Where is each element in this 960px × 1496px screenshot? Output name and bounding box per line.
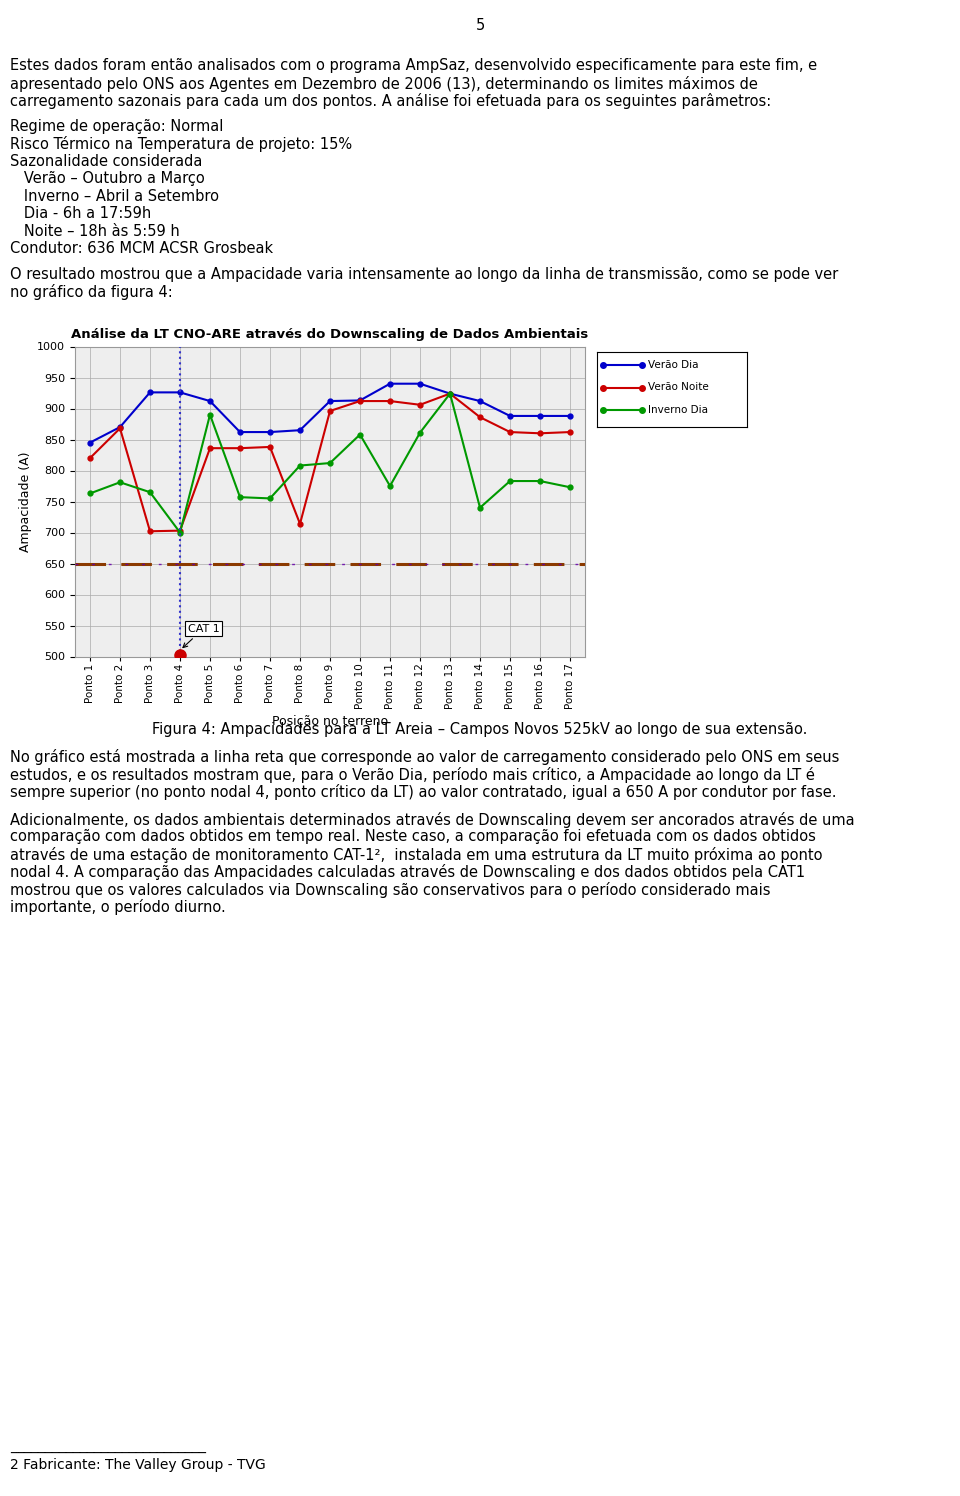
Verão Noite	[384, 392, 396, 410]
Verão Dia	[114, 417, 126, 435]
Text: ____________________________: ____________________________	[10, 1441, 206, 1454]
Text: comparação com dados obtidos em tempo real. Neste caso, a comparação foi efetuad: comparação com dados obtidos em tempo re…	[10, 829, 816, 844]
Text: Risco Térmico na Temperatura de projeto: 15%: Risco Térmico na Temperatura de projeto:…	[10, 136, 352, 153]
Text: Noite – 18h às 5:59 h: Noite – 18h às 5:59 h	[10, 223, 180, 238]
Inverno Dia	[264, 489, 276, 507]
Line: Verão Dia: Verão Dia	[87, 381, 572, 444]
Inverno Dia	[175, 524, 186, 542]
Verão Dia	[324, 392, 336, 410]
Text: Verão Noite: Verão Noite	[648, 383, 708, 392]
Text: Regime de operação: Normal: Regime de operação: Normal	[10, 118, 224, 133]
Inverno Dia	[474, 498, 486, 516]
Verão Noite	[114, 419, 126, 437]
Inverno Dia	[204, 405, 216, 423]
Text: apresentado pelo ONS aos Agentes em Dezembro de 2006 (13), determinando os limit: apresentado pelo ONS aos Agentes em Deze…	[10, 75, 757, 91]
Line: Verão Noite: Verão Noite	[87, 390, 572, 534]
Text: Figura 4: Ampacidades para a LT Areia – Campos Novos 525kV ao longo de sua exten: Figura 4: Ampacidades para a LT Areia – …	[153, 721, 807, 736]
Inverno Dia	[564, 479, 576, 497]
Verão Dia	[415, 374, 426, 392]
Text: Inverno Dia: Inverno Dia	[648, 405, 708, 414]
Verão Noite	[444, 384, 456, 402]
Verão Noite	[234, 440, 246, 458]
Verão Noite	[175, 522, 186, 540]
Verão Dia	[144, 383, 156, 401]
Text: carregamento sazonais para cada um dos pontos. A análise foi efetuada para os se: carregamento sazonais para cada um dos p…	[10, 93, 771, 109]
Inverno Dia	[294, 456, 305, 474]
Verão Dia	[384, 374, 396, 392]
Text: estudos, e os resultados mostram que, para o Verão Dia, período mais crítico, a : estudos, e os resultados mostram que, pa…	[10, 766, 815, 782]
Text: 5: 5	[475, 18, 485, 33]
Text: 2 Fabricante: The Valley Group - TVG: 2 Fabricante: The Valley Group - TVG	[10, 1457, 266, 1472]
Verão Dia	[534, 407, 545, 425]
Verão Dia	[444, 384, 456, 402]
Text: mostrou que os valores calculados via Downscaling são conservativos para o perío: mostrou que os valores calculados via Do…	[10, 881, 771, 898]
Text: no gráfico da figura 4:: no gráfico da figura 4:	[10, 284, 173, 301]
Verão Noite	[84, 449, 96, 467]
Verão Noite	[144, 522, 156, 540]
Text: CAT 1: CAT 1	[183, 624, 219, 648]
Text: Verão – Outubro a Março: Verão – Outubro a Março	[10, 171, 204, 186]
Verão Dia	[234, 423, 246, 441]
X-axis label: Posição no terreno: Posição no terreno	[272, 715, 388, 729]
Text: nodal 4. A comparação das Ampacidades calculadas através de Downscaling e dos da: nodal 4. A comparação das Ampacidades ca…	[10, 865, 805, 880]
Inverno Dia	[384, 477, 396, 495]
Y-axis label: Ampacidade (A): Ampacidade (A)	[19, 452, 32, 552]
Verão Noite	[264, 438, 276, 456]
Inverno Dia	[504, 473, 516, 491]
Text: importante, o período diurno.: importante, o período diurno.	[10, 899, 226, 916]
Text: Adicionalmente, os dados ambientais determinados através de Downscaling devem se: Adicionalmente, os dados ambientais dete…	[10, 811, 854, 827]
Verão Dia	[175, 383, 186, 401]
Inverno Dia	[114, 473, 126, 491]
Verão Noite	[534, 425, 545, 443]
Text: através de uma estação de monitoramento CAT-1²,  instalada em uma estrutura da L: através de uma estação de monitoramento …	[10, 847, 823, 863]
Text: Verão Dia: Verão Dia	[648, 361, 699, 370]
Inverno Dia	[144, 483, 156, 501]
Verão Noite	[294, 515, 305, 533]
Text: No gráfico está mostrada a linha reta que corresponde ao valor de carregamento c: No gráfico está mostrada a linha reta qu…	[10, 749, 839, 764]
Text: Dia - 6h a 17:59h: Dia - 6h a 17:59h	[10, 206, 152, 221]
Inverno Dia	[234, 488, 246, 506]
Verão Dia	[354, 392, 366, 410]
Verão Noite	[474, 408, 486, 426]
Verão Dia	[474, 392, 486, 410]
Verão Dia	[84, 434, 96, 452]
Inverno Dia	[354, 425, 366, 443]
Verão Noite	[354, 392, 366, 410]
Title: Análise da LT CNO-ARE através do Downscaling de Dados Ambientais: Análise da LT CNO-ARE através do Downsca…	[71, 328, 588, 341]
Verão Noite	[415, 396, 426, 414]
Inverno Dia	[84, 485, 96, 503]
Inverno Dia	[534, 473, 545, 491]
Inverno Dia	[444, 384, 456, 402]
Inverno Dia	[324, 455, 336, 473]
Verão Noite	[204, 440, 216, 458]
Text: Condutor: 636 MCM ACSR Grosbeak: Condutor: 636 MCM ACSR Grosbeak	[10, 241, 274, 256]
Verão Dia	[264, 423, 276, 441]
Verão Noite	[504, 423, 516, 441]
Verão Dia	[564, 407, 576, 425]
Verão Dia	[204, 392, 216, 410]
Text: Estes dados foram então analisados com o programa AmpSaz, desenvolvido especific: Estes dados foram então analisados com o…	[10, 58, 817, 73]
Text: Sazonalidade considerada: Sazonalidade considerada	[10, 154, 203, 169]
Verão Noite	[564, 423, 576, 441]
Inverno Dia	[415, 423, 426, 441]
Verão Noite	[324, 402, 336, 420]
Text: sempre superior (no ponto nodal 4, ponto crítico da LT) ao valor contratado, igu: sempre superior (no ponto nodal 4, ponto…	[10, 784, 836, 800]
Line: Inverno Dia: Inverno Dia	[87, 390, 572, 536]
Text: O resultado mostrou que a Ampacidade varia intensamente ao longo da linha de tra: O resultado mostrou que a Ampacidade var…	[10, 266, 838, 281]
Verão Dia	[294, 422, 305, 440]
Verão Dia	[504, 407, 516, 425]
Text: Inverno – Abril a Setembro: Inverno – Abril a Setembro	[10, 188, 219, 203]
